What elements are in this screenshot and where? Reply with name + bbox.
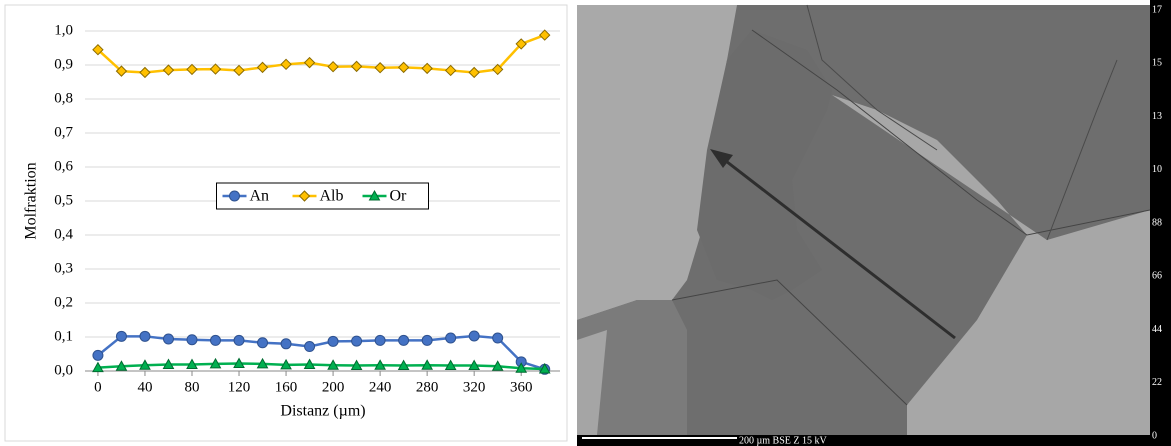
marker bbox=[230, 191, 240, 201]
marker bbox=[399, 335, 409, 345]
y-axis-label: Molfraktion bbox=[23, 162, 40, 239]
y-tick-label: 0,3 bbox=[54, 260, 73, 276]
y-tick-label: 0,5 bbox=[54, 192, 73, 208]
marker bbox=[211, 335, 221, 345]
marker bbox=[187, 335, 197, 345]
y-tick-label: 0,6 bbox=[54, 158, 73, 174]
chart: Molfraktion Distanz (µm) 0,0 0,1 0,2 0,3 0,4… bbox=[0, 0, 572, 446]
scale-bar-label: 200 µm BSE Z 15 kV bbox=[739, 435, 827, 446]
marker bbox=[446, 333, 456, 343]
legend-label: Alb bbox=[320, 188, 344, 205]
marker bbox=[422, 335, 432, 345]
marker bbox=[258, 338, 268, 348]
info-bar bbox=[577, 435, 1171, 446]
marker bbox=[493, 333, 503, 343]
y-tick-label: 0,8 bbox=[54, 90, 73, 106]
x-tick-label: 280 bbox=[416, 379, 439, 395]
gray-scale-label: 66 bbox=[1152, 271, 1162, 282]
y-tick-label: 0,2 bbox=[54, 294, 73, 310]
gray-scale-label: 0 bbox=[1152, 430, 1157, 441]
x-tick-label: 240 bbox=[369, 379, 392, 395]
micrograph: 200 µm BSE Z 15 kV 17 15 13 10 88 66 44 22 0 bbox=[577, 0, 1171, 446]
y-tick-label: 0,1 bbox=[54, 328, 73, 344]
gray-scale-label: 88 bbox=[1152, 217, 1162, 228]
x-tick-label: 200 bbox=[322, 379, 345, 395]
y-tick-label: 0,4 bbox=[54, 226, 73, 242]
x-tick-label: 40 bbox=[137, 379, 152, 395]
marker bbox=[469, 331, 479, 341]
gray-scale-label: 13 bbox=[1152, 111, 1162, 122]
legend-label: An bbox=[250, 188, 270, 205]
y-tick-label: 0,0 bbox=[54, 362, 73, 378]
x-tick-label: 120 bbox=[228, 379, 251, 395]
marker bbox=[352, 336, 362, 346]
marker bbox=[140, 331, 150, 341]
x-tick-label: 320 bbox=[463, 379, 486, 395]
x-tick-label: 80 bbox=[184, 379, 199, 395]
gray-scale-label: 10 bbox=[1152, 164, 1162, 175]
y-tick-label: 0,9 bbox=[54, 56, 73, 72]
marker bbox=[328, 336, 338, 346]
legend-label: Or bbox=[390, 188, 408, 205]
gray-scale-label: 15 bbox=[1152, 58, 1162, 69]
marker bbox=[305, 342, 315, 352]
marker bbox=[281, 339, 291, 349]
gray-scale-label: 17 bbox=[1152, 4, 1162, 15]
y-tick-label: 1,0 bbox=[54, 22, 73, 38]
gray-scale-label: 22 bbox=[1152, 377, 1162, 388]
x-tick-label: 360 bbox=[510, 379, 533, 395]
marker bbox=[163, 334, 173, 344]
marker bbox=[375, 335, 385, 345]
legend: An Alb Or bbox=[217, 183, 429, 209]
marker bbox=[116, 331, 126, 341]
marker bbox=[93, 350, 103, 360]
y-tick-label: 0,7 bbox=[54, 124, 73, 140]
gray-scale-label: 44 bbox=[1152, 324, 1162, 335]
page: Molfraktion Distanz (µm) 0,0 0,1 0,2 0,3 0,4… bbox=[0, 0, 1171, 446]
x-tick-label: 0 bbox=[94, 379, 102, 395]
x-tick-label: 160 bbox=[275, 379, 298, 395]
marker bbox=[234, 335, 244, 345]
x-axis-label: Distanz (µm) bbox=[280, 403, 365, 420]
